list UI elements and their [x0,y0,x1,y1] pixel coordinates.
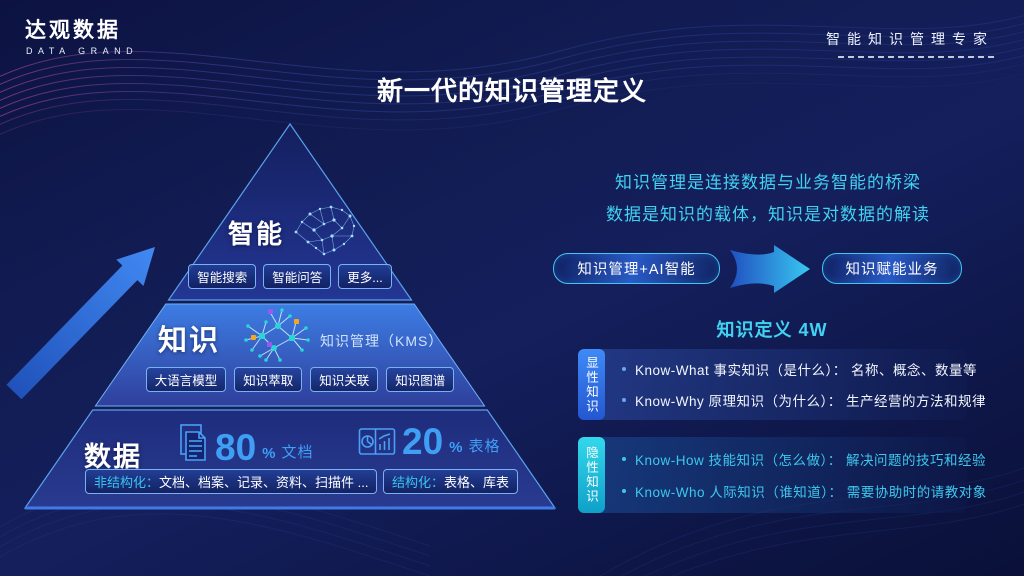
list-item: Know-What 事实知识（是什么）： 名称、概念、数量等 [622,359,977,379]
tag-knowledge-association: 知识关联 [310,367,379,392]
tacit-knowledge-items: Know-How 技能知识（怎么做）： 解决问题的技巧和经验 Know-Who … [622,437,986,513]
list-item: Know-Why 原理知识（为什么）： 生产经营的方法和规律 [622,390,986,410]
tag-structured-text: 表格、库表 [444,475,510,490]
know-why-text: Know-Why 原理知识（为什么）： 生产经营的方法和规律 [635,393,987,409]
bullet-icon [622,397,626,402]
tacit-knowledge-box: 隐性知识 Know-How 技能知识（怎么做）： 解决问题的技巧和经验 Know… [578,437,986,513]
section-title-4w: 知识定义 4W [716,320,828,340]
tag-knowledge-graph: 知识图谱 [386,367,455,392]
tag-more: 更多... [338,264,392,289]
know-how-text: Know-How 技能知识（怎么做）： 解决问题的技巧和经验 [635,453,987,468]
tag-smart-search: 智能搜索 [188,264,257,289]
bullet-icon [622,457,626,461]
tag-unstructured-text: 文档、档案、记录、资料、扫描件 ... [159,475,369,490]
tagline-dashed-rule [838,56,994,58]
pill-knowledge-business: 知识赋能业务 [822,253,962,284]
tagline-text: 智能知识管理专家 [826,31,994,47]
bullet-icon [622,489,626,493]
brain-network-icon [294,205,356,256]
bullet-icon [622,367,626,372]
knowledge-graph-icon [244,308,310,362]
intro-line-2: 数据是知识的载体，知识是对数据的解读 [606,205,930,224]
stat-tables-value: 20 [402,420,444,462]
tacit-knowledge-tab: 隐性知识 [578,437,605,513]
tag-knowledge-extraction: 知识萃取 [234,367,303,392]
explicit-knowledge-items: Know-What 事实知识（是什么）： 名称、概念、数量等 Know-Why … [622,349,986,420]
tag-structured-prefix: 结构化： [392,475,445,490]
stat-documents-desc: 文档 [281,444,314,461]
level1-tags: 智能搜索 智能问答 更多... [165,264,415,289]
stat-tables-unit: % [449,439,463,456]
pyramid-level1-shape [167,122,413,301]
tag-structured: 结构化：表格、库表 [383,469,519,494]
level2-label: 知识 [158,325,221,357]
tag-smart-qa: 智能问答 [263,264,332,289]
header-tagline: 智能知识管理专家 [826,29,994,58]
growth-arrow-icon [6,247,155,400]
explicit-knowledge-tab: 显性知识 [578,349,605,420]
intro-line-1: 知识管理是连接数据与业务智能的桥梁 [615,173,921,192]
page-title: 新一代的知识管理定义 [376,76,647,106]
table-chart-icon [358,428,396,455]
flow-arrow-icon [730,245,810,293]
explicit-knowledge-box: 显性知识 Know-What 事实知识（是什么）： 名称、概念、数量等 Know… [578,349,986,420]
level1-label: 智能 [228,219,285,249]
stat-tables-desc: 表格 [468,438,501,455]
level3-label: 数据 [84,442,142,472]
stat-documents: 80 % 文档 [179,423,314,468]
stat-tables: 20 % 表格 [358,420,501,462]
know-who-text: Know-Who 人际知识（谁知道）： 需要协助时的请教对象 [635,485,987,500]
level2-tags: 大语言模型 知识萃取 知识关联 知识图谱 [130,367,470,392]
tag-unstructured: 非结构化：文档、档案、记录、资料、扫描件 ... [85,469,378,494]
stat-documents-unit: % [262,445,276,462]
know-what-text: Know-What 事实知识（是什么）： 名称、概念、数量等 [635,363,978,379]
pill-km-ai: 知识管理+AI智能 [553,253,720,284]
documents-icon [180,424,206,461]
tag-llm: 大语言模型 [145,367,227,392]
logo-text-cn: 达观数据 [25,19,121,42]
tag-unstructured-prefix: 非结构化： [94,475,160,490]
list-item: Know-Who 人际知识（谁知道）： 需要协助时的请教对象 [622,481,986,501]
kms-caption: 知识管理（KMS） [320,333,444,349]
list-item: Know-How 技能知识（怎么做）： 解决问题的技巧和经验 [622,449,986,469]
logo-text-en: DATA GRAND [26,46,139,56]
stat-documents-value: 80 [215,426,257,468]
